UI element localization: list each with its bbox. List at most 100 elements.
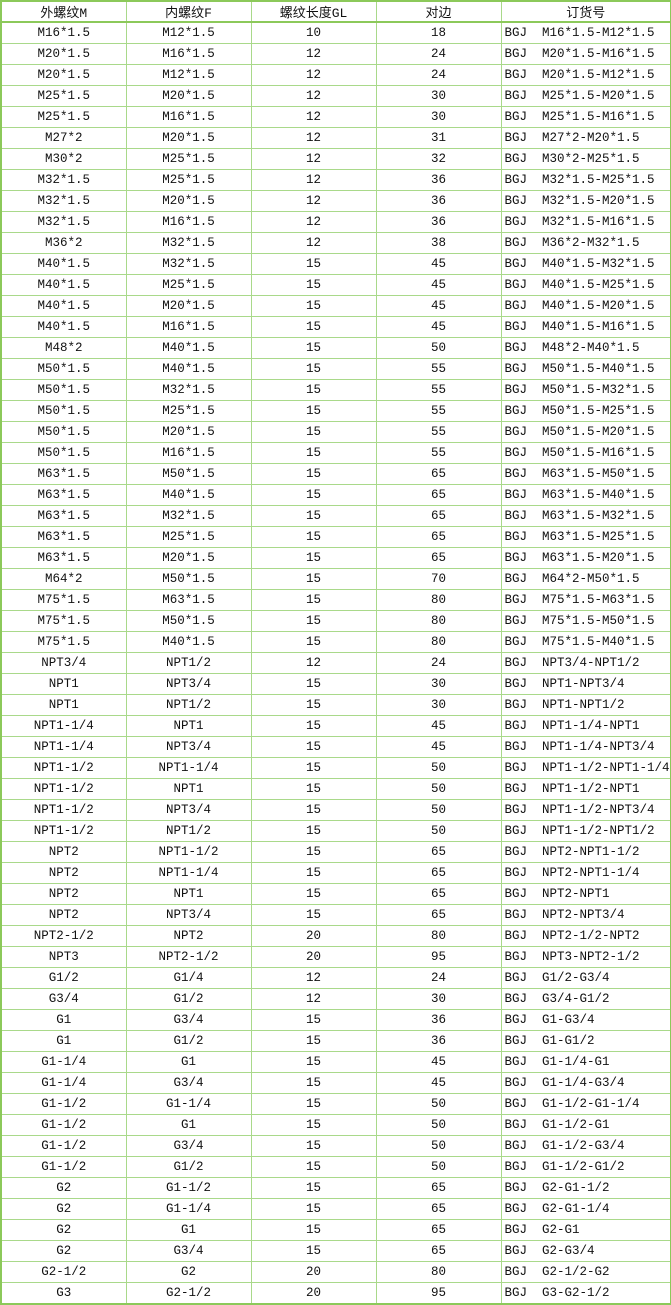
order-code-cell: BGJ M30*2-M25*1.5 [500, 148, 671, 170]
outer-thread-cell: M64*2 [0, 568, 127, 590]
table-row: M75*1.5 M50*1.5 15 80 BGJ M75*1.5-M50*1.5 [0, 610, 671, 632]
outer-thread-cell: M63*1.5 [0, 505, 127, 527]
table-row: M50*1.5 M32*1.5 15 55 BGJ M50*1.5-M32*1.5 [0, 379, 671, 401]
thread-length-cell: 15 [250, 1177, 377, 1199]
outer-thread-cell: G3/4 [0, 988, 127, 1010]
order-code-cell: BGJ G1-1/4-G3/4 [500, 1072, 671, 1094]
outer-thread-cell: NPT2 [0, 862, 127, 884]
order-code-cell: BGJ G3-G2-1/2 [500, 1282, 671, 1305]
order-code-cell: BGJ M36*2-M32*1.5 [500, 232, 671, 254]
across-flats-cell: 45 [375, 253, 502, 275]
thread-length-cell: 15 [250, 1114, 377, 1136]
order-code-cell: BGJ M40*1.5-M25*1.5 [500, 274, 671, 296]
outer-thread-cell: M50*1.5 [0, 421, 127, 443]
order-code-cell: BGJ M75*1.5-M40*1.5 [500, 631, 671, 653]
thread-length-cell: 15 [250, 505, 377, 527]
outer-thread-cell: NPT2 [0, 883, 127, 905]
thread-length-cell: 15 [250, 400, 377, 422]
across-flats-cell: 45 [375, 274, 502, 296]
thread-length-cell: 12 [250, 43, 377, 65]
across-flats-cell: 31 [375, 127, 502, 149]
order-code-cell: BGJ G2-G1 [500, 1219, 671, 1241]
inner-thread-cell: G1/2 [125, 988, 252, 1010]
table-row: NPT1-1/4 NPT3/4 15 45 BGJ NPT1-1/4-NPT3/4 [0, 736, 671, 758]
inner-thread-cell: NPT3/4 [125, 799, 252, 821]
thread-length-cell: 15 [250, 484, 377, 506]
inner-thread-cell: NPT3/4 [125, 736, 252, 758]
outer-thread-cell: G2-1/2 [0, 1261, 127, 1283]
order-code-cell: BGJ NPT3/4-NPT1/2 [500, 652, 671, 674]
outer-thread-cell: M32*1.5 [0, 211, 127, 233]
outer-thread-cell: NPT1 [0, 673, 127, 695]
across-flats-cell: 80 [375, 925, 502, 947]
inner-thread-cell: M16*1.5 [125, 43, 252, 65]
table-row: G1-1/2 G1/2 15 50 BGJ G1-1/2-G1/2 [0, 1156, 671, 1178]
outer-thread-cell: M63*1.5 [0, 526, 127, 548]
inner-thread-cell: M20*1.5 [125, 127, 252, 149]
order-code-cell: BGJ M25*1.5-M16*1.5 [500, 106, 671, 128]
outer-thread-cell: G1-1/2 [0, 1156, 127, 1178]
thread-length-cell: 12 [250, 967, 377, 989]
outer-thread-cell: M75*1.5 [0, 631, 127, 653]
header-row: 外螺纹M 内螺纹F 螺纹长度GL 对边 订货号 [0, 0, 671, 23]
across-flats-cell: 45 [375, 736, 502, 758]
table-row: G1-1/4 G1 15 45 BGJ G1-1/4-G1 [0, 1051, 671, 1073]
table-row: M63*1.5 M25*1.5 15 65 BGJ M63*1.5-M25*1.5 [0, 526, 671, 548]
thread-length-cell: 15 [250, 673, 377, 695]
outer-thread-cell: G2 [0, 1177, 127, 1199]
outer-thread-cell: M20*1.5 [0, 64, 127, 86]
order-code-cell: BGJ NPT1-1/2-NPT1/2 [500, 820, 671, 842]
inner-thread-cell: G1-1/4 [125, 1093, 252, 1115]
across-flats-cell: 65 [375, 904, 502, 926]
inner-thread-cell: G3/4 [125, 1072, 252, 1094]
across-flats-cell: 36 [375, 169, 502, 191]
thread-length-cell: 15 [250, 1030, 377, 1052]
thread-length-cell: 15 [250, 820, 377, 842]
inner-thread-cell: NPT1/2 [125, 820, 252, 842]
order-code-cell: BGJ G1-1/2-G1-1/4 [500, 1093, 671, 1115]
order-code-cell: BGJ NPT1-1/4-NPT1 [500, 715, 671, 737]
outer-thread-cell: NPT3/4 [0, 652, 127, 674]
outer-thread-cell: NPT1-1/4 [0, 736, 127, 758]
inner-thread-cell: M25*1.5 [125, 400, 252, 422]
outer-thread-cell: M63*1.5 [0, 463, 127, 485]
thread-length-cell: 15 [250, 778, 377, 800]
table-row: M16*1.5 M12*1.5 10 18 BGJ M16*1.5-M12*1.5 [0, 21, 671, 44]
across-flats-cell: 45 [375, 316, 502, 338]
inner-thread-cell: G2 [125, 1261, 252, 1283]
order-code-cell: BGJ G2-1/2-G2 [500, 1261, 671, 1283]
table-row: M75*1.5 M63*1.5 15 80 BGJ M75*1.5-M63*1.5 [0, 589, 671, 611]
inner-thread-cell: M40*1.5 [125, 484, 252, 506]
order-code-cell: BGJ NPT2-NPT1-1/2 [500, 841, 671, 863]
order-code-cell: BGJ M16*1.5-M12*1.5 [500, 21, 671, 44]
order-code-cell: BGJ M75*1.5-M63*1.5 [500, 589, 671, 611]
order-code-cell: BGJ M63*1.5-M25*1.5 [500, 526, 671, 548]
order-code-cell: BGJ G1-1/2-G1 [500, 1114, 671, 1136]
table-row: G3/4 G1/2 12 30 BGJ G3/4-G1/2 [0, 988, 671, 1010]
inner-thread-cell: M50*1.5 [125, 568, 252, 590]
inner-thread-cell: NPT1/2 [125, 694, 252, 716]
across-flats-cell: 50 [375, 337, 502, 359]
table-row: G1-1/2 G1 15 50 BGJ G1-1/2-G1 [0, 1114, 671, 1136]
across-flats-cell: 24 [375, 43, 502, 65]
outer-thread-cell: M75*1.5 [0, 610, 127, 632]
order-code-cell: BGJ NPT1-NPT1/2 [500, 694, 671, 716]
outer-thread-cell: G3 [0, 1282, 127, 1305]
across-flats-cell: 80 [375, 589, 502, 611]
across-flats-cell: 65 [375, 1219, 502, 1241]
order-code-cell: BGJ M64*2-M50*1.5 [500, 568, 671, 590]
across-flats-cell: 45 [375, 715, 502, 737]
across-flats-cell: 36 [375, 211, 502, 233]
outer-thread-cell: NPT1-1/2 [0, 820, 127, 842]
across-flats-cell: 24 [375, 652, 502, 674]
outer-thread-cell: G1 [0, 1030, 127, 1052]
outer-thread-cell: M50*1.5 [0, 442, 127, 464]
thread-length-cell: 15 [250, 631, 377, 653]
thread-length-cell: 15 [250, 610, 377, 632]
order-code-cell: BGJ M40*1.5-M16*1.5 [500, 316, 671, 338]
across-flats-cell: 80 [375, 631, 502, 653]
inner-thread-cell: M20*1.5 [125, 190, 252, 212]
outer-thread-cell: G1-1/2 [0, 1093, 127, 1115]
order-code-cell: BGJ NPT1-1/2-NPT1-1/4 [500, 757, 671, 779]
inner-thread-cell: M40*1.5 [125, 358, 252, 380]
